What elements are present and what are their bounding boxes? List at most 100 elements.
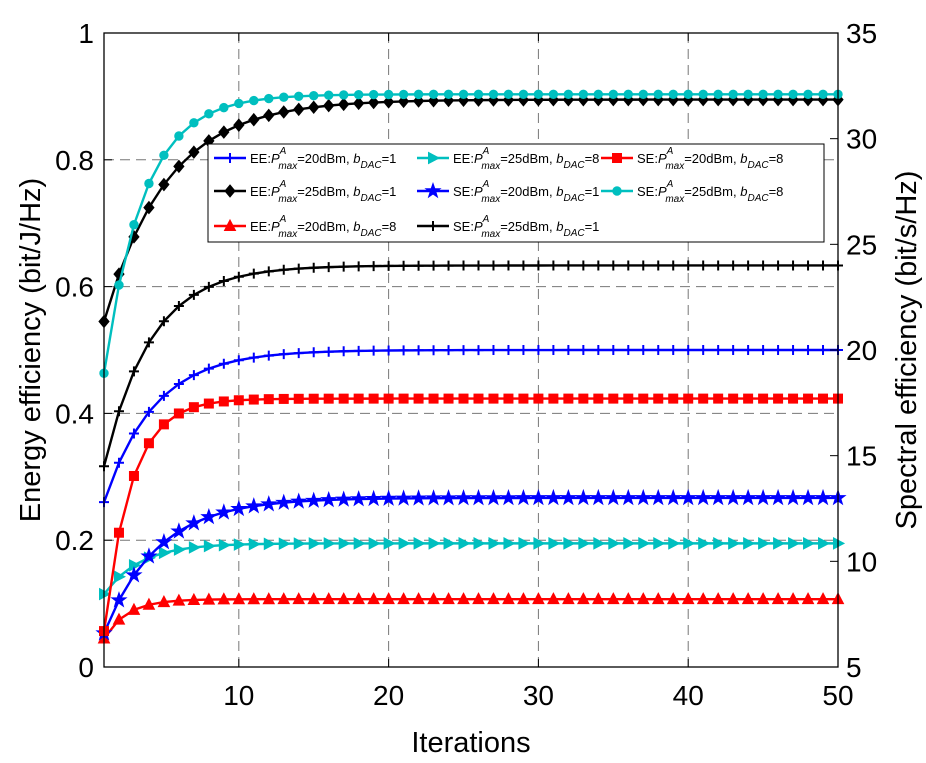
data-point-ee25b1 (173, 159, 185, 174)
data-point-ee20b8 (352, 592, 365, 605)
data-point-se20b1 (454, 489, 473, 506)
data-point-se20b8 (623, 393, 634, 404)
data-point-ee20b1 (113, 457, 124, 468)
data-point-se25b1 (638, 260, 649, 271)
data-point-se20b1 (604, 488, 622, 506)
legend-label-Psub: max (278, 229, 298, 240)
data-point-ee20b8 (187, 592, 201, 605)
data-point-ee25b1 (263, 108, 275, 123)
data-point-se25b8 (368, 89, 379, 100)
data-point-se20b8 (773, 393, 784, 404)
data-point-se25b1 (188, 289, 199, 300)
data-point-se25b8 (488, 89, 499, 100)
data-point-ee20b1 (563, 345, 574, 356)
data-point-ee20b1 (758, 345, 769, 355)
data-point-se20b8 (488, 393, 499, 404)
data-point-ee20b8 (202, 592, 216, 605)
data-point-se25b1 (263, 266, 274, 277)
data-point-ee20b1 (698, 345, 709, 356)
data-point-se25b8 (249, 95, 259, 106)
legend-label-bval: =8 (769, 184, 784, 199)
legend-label-Psup: A (279, 214, 287, 225)
data-point-se25b8 (473, 89, 484, 100)
data-point-ee20b8 (816, 592, 830, 605)
data-point-se20b8 (143, 438, 154, 449)
data-point-se25b1 (173, 301, 184, 312)
data-point-se20b1 (799, 488, 817, 506)
y-tick-label-right: 10 (846, 546, 877, 577)
data-point-se20b8 (263, 394, 274, 405)
x-tick-label: 10 (223, 680, 254, 711)
data-point-se25b8 (144, 178, 154, 189)
data-point-ee20b1 (353, 345, 364, 356)
data-point-se20b1 (559, 488, 577, 506)
data-point-se25b8 (503, 89, 514, 99)
legend-label-bval: =1 (382, 151, 397, 166)
legend-marker (424, 181, 442, 199)
legend-label: SE:PA max=20dBm, bDAC=8 (637, 146, 783, 172)
data-point-ee20b1 (413, 345, 424, 356)
data-point-ee25b8 (428, 537, 441, 550)
data-point-ee25b8 (593, 537, 606, 550)
data-point-se25b1 (548, 260, 559, 271)
data-point-se20b1 (544, 488, 562, 506)
data-point-ee25b1 (353, 96, 365, 111)
data-point-se25b1 (458, 260, 469, 271)
legend-label-bval: =1 (585, 219, 600, 234)
data-point-se25b8 (758, 89, 768, 99)
data-point-ee20b8 (382, 592, 395, 605)
legend-label-post: =25dBm, (500, 219, 556, 234)
legend-label-bval: =1 (585, 184, 600, 199)
data-point-ee20b8 (442, 592, 455, 605)
data-point-se25b1 (278, 264, 289, 275)
data-point-se25b1 (248, 268, 259, 279)
data-point-se25b1 (128, 366, 139, 377)
legend-label-bsub: DAC (360, 193, 382, 204)
data-point-se25b8 (698, 89, 708, 99)
data-point-ee20b8 (711, 592, 725, 605)
data-point-ee20b8 (337, 592, 350, 605)
data-point-se20b1 (380, 489, 398, 506)
data-point-se20b8 (218, 396, 229, 407)
data-point-ee20b8 (112, 612, 126, 625)
legend-label-pre: SE: (453, 184, 474, 199)
data-point-se20b1 (634, 488, 652, 506)
data-point-ee20b1 (173, 378, 184, 389)
data-point-se20b8 (803, 393, 814, 404)
data-point-se20b8 (638, 393, 649, 404)
data-point-se20b8 (743, 393, 754, 404)
data-point-ee20b1 (788, 345, 799, 355)
data-point-ee20b1 (383, 345, 394, 356)
data-point-se20b8 (593, 393, 604, 404)
data-point-se20b8 (383, 393, 394, 404)
data-point-se20b8 (308, 393, 319, 404)
data-point-ee20b1 (518, 345, 529, 356)
data-point-ee25b1 (382, 95, 395, 109)
data-point-ee20b8 (606, 592, 620, 605)
data-point-se25b1 (773, 260, 784, 271)
data-point-se20b1 (365, 489, 383, 507)
legend-label-Psub: max (481, 161, 501, 172)
data-point-se20b1 (110, 591, 128, 608)
data-point-ee20b8 (217, 592, 231, 605)
legend-marker (612, 153, 622, 163)
legend-entry-se20b1: SE:PA max=20dBm, bDAC=1 (417, 179, 599, 205)
data-point-ee25b1 (293, 102, 305, 117)
legend-marker (224, 184, 236, 198)
data-point-ee25b8 (698, 537, 711, 550)
y-tick-label-left: 0.8 (55, 145, 94, 176)
y-tick-label-left: 0.2 (55, 525, 94, 556)
data-point-ee25b8 (113, 570, 127, 584)
legend-entry-ee25b1: EE:PA max=25dBm, bDAC=1 (214, 179, 396, 205)
data-point-ee25b8 (323, 537, 336, 550)
data-point-ee25b8 (743, 537, 756, 550)
data-point-se20b8 (683, 393, 694, 404)
legend-label-P: P (271, 151, 280, 166)
data-point-ee25b1 (323, 98, 335, 113)
data-point-se25b8 (773, 89, 783, 99)
data-point-se25b8 (788, 89, 798, 99)
data-point-se25b8 (353, 90, 364, 100)
data-point-se20b8 (533, 393, 544, 404)
data-point-se25b8 (204, 109, 214, 119)
